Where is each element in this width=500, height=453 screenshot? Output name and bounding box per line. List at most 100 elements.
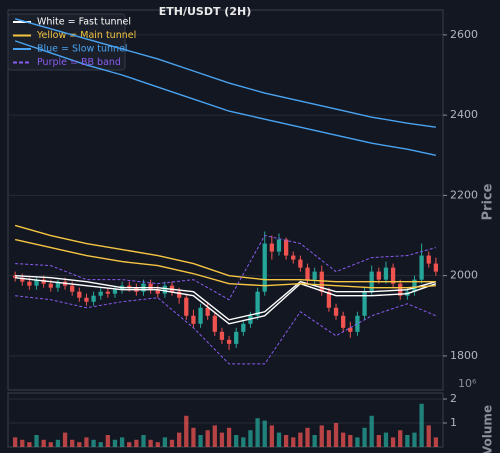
volume-bar (369, 415, 374, 447)
volume-frame (7, 392, 444, 448)
volume-bar (333, 423, 339, 447)
legend-label: White = Fast tunnel (37, 17, 131, 28)
y-tick-label: 2400 (450, 108, 478, 121)
candle-body (70, 285, 75, 292)
volume-bar (383, 432, 389, 447)
volume-bar (305, 427, 310, 447)
volume-offset-text: 10⁶ (458, 377, 477, 390)
volume-bar (62, 432, 68, 447)
volume-bar (298, 432, 303, 447)
volume-bar (134, 439, 139, 447)
tunnel-line (15, 234, 437, 301)
volume-bar (226, 427, 232, 447)
volume-bar (27, 442, 32, 447)
volume-axis-label: Volume (481, 405, 495, 453)
legend-label: Yellow = Main tunnel (36, 30, 136, 41)
volume-bar (319, 425, 324, 447)
candle-body (319, 271, 324, 292)
candle-body (20, 277, 25, 282)
volume-bar (55, 439, 61, 447)
volume-bar (112, 439, 118, 447)
volume-bar (376, 435, 381, 447)
y-axis-label: Price (481, 183, 496, 220)
legend-label: Purple = BB band (37, 57, 121, 68)
volume-bar (41, 439, 46, 447)
volume-bar (255, 418, 260, 447)
volume-bar (348, 435, 353, 447)
volume-bar (48, 442, 53, 447)
volume-bar (191, 427, 196, 447)
candle-body (348, 327, 353, 332)
volume-bar (12, 437, 18, 447)
volume-bar (148, 439, 153, 447)
volume-bar (355, 437, 360, 447)
tunnel-line (14, 40, 437, 156)
volume-bar (312, 435, 317, 447)
volume-bar (283, 435, 289, 447)
candle-body (12, 275, 18, 278)
candle-body (84, 297, 89, 302)
candle-body (283, 239, 289, 256)
volume-bar (234, 435, 239, 447)
candle-body (433, 263, 439, 272)
candle-body (248, 315, 253, 324)
candle-body (105, 291, 110, 294)
volume-bar (326, 430, 332, 447)
y-tick-label: 2000 (450, 269, 478, 282)
volume-bar (177, 432, 182, 447)
volume-bar (219, 432, 225, 447)
candle-body (219, 331, 225, 340)
legend-label: Blue = Slow tunnel (37, 44, 128, 55)
volume-bar (241, 437, 246, 447)
tunnel-line (15, 274, 437, 321)
candle-body (255, 291, 260, 316)
candle-body (48, 283, 53, 288)
candle-body (98, 291, 103, 296)
price-frame (7, 9, 444, 391)
volume-bar (405, 435, 410, 447)
candle-body (191, 315, 196, 324)
volume-bar (162, 437, 168, 447)
candle-body (198, 307, 203, 324)
volume-bar (412, 432, 417, 447)
tunnel-line (15, 295, 437, 365)
volume-bar (390, 437, 396, 447)
y-tick-label: 1 (450, 416, 457, 429)
volume-bar (98, 442, 103, 447)
candle-body (77, 291, 82, 298)
volume-bar (70, 439, 75, 447)
candle-body (426, 255, 431, 264)
volume-bar (127, 442, 132, 447)
volume-bar (426, 425, 431, 447)
candle-body (376, 271, 381, 280)
candle-body (41, 279, 46, 284)
candle-body (205, 307, 210, 316)
tunnel-line (15, 276, 437, 325)
volume-bar (91, 439, 96, 447)
candle-body (326, 291, 332, 308)
candle-body (412, 279, 417, 292)
candle-body (112, 289, 118, 294)
legend (7, 13, 126, 71)
volume-bar (269, 425, 274, 447)
volume-bar (291, 437, 296, 447)
candle-body (162, 285, 168, 294)
candle-body (291, 255, 296, 260)
volume-bar (20, 439, 25, 447)
candle-body (383, 267, 389, 280)
volume-bar (34, 435, 39, 447)
volume-bar (248, 430, 253, 447)
candle-body (226, 339, 232, 344)
volume-bar (212, 425, 217, 447)
candle-body (419, 255, 424, 280)
volume-bar (276, 432, 282, 447)
candle-body (333, 307, 339, 316)
volume-bar (155, 442, 160, 447)
candle-body (212, 315, 217, 332)
volume-bar (419, 403, 424, 447)
candle-body (355, 315, 360, 332)
candle-body (184, 297, 189, 316)
candle-body (276, 239, 282, 252)
